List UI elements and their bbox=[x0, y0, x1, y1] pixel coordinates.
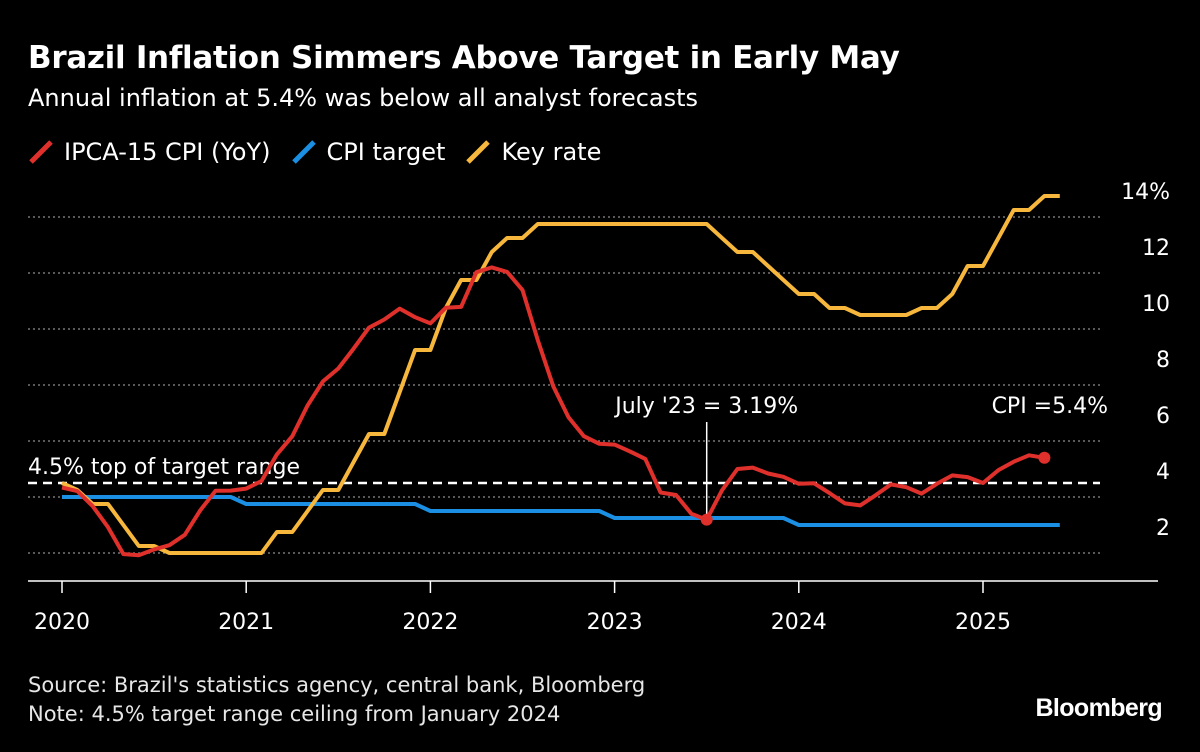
annotation-july-23: July '23 = 3.19% bbox=[613, 394, 798, 419]
key-rate-line bbox=[61, 194, 1060, 555]
legend-item-target: CPI target bbox=[291, 138, 446, 166]
y-tick-label: 2 bbox=[1156, 516, 1170, 541]
legend-label-cpi: IPCA-15 CPI (YoY) bbox=[64, 138, 271, 166]
y-tick-label: 6 bbox=[1156, 404, 1170, 429]
legend-item-cpi: IPCA-15 CPI (YoY) bbox=[28, 138, 271, 166]
cpi-low-point bbox=[700, 513, 713, 526]
y-tick-label: 8 bbox=[1156, 348, 1170, 373]
cpi-target-line bbox=[62, 495, 1060, 527]
y-tick-label: 14% bbox=[1121, 180, 1170, 205]
chart-subtitle: Annual inflation at 5.4% was below all a… bbox=[28, 84, 699, 112]
chart-title: Brazil Inflation Simmers Above Target in… bbox=[28, 40, 900, 76]
legend-swatch-cpi bbox=[29, 140, 53, 164]
y-tick-label: 10 bbox=[1142, 292, 1170, 317]
target-ceiling-label: 4.5% top of target range bbox=[28, 455, 300, 480]
x-tick-label: 2020 bbox=[34, 610, 90, 635]
bloomberg-logo: Bloomberg bbox=[1035, 694, 1162, 722]
legend-label-target: CPI target bbox=[326, 138, 446, 166]
cpi-line bbox=[61, 265, 1045, 558]
cpi-latest-point bbox=[1038, 451, 1051, 464]
annotation-latest-cpi: CPI =5.4% bbox=[992, 394, 1108, 419]
legend-label-keyrate: Key rate bbox=[501, 138, 602, 166]
x-tick-label: 2021 bbox=[218, 610, 274, 635]
y-tick-label: 12 bbox=[1142, 236, 1170, 261]
x-tick-label: 2025 bbox=[955, 610, 1011, 635]
legend-swatch-keyrate bbox=[466, 140, 491, 164]
footnote: Note: 4.5% target range ceiling from Jan… bbox=[28, 702, 561, 726]
x-tick-label: 2023 bbox=[587, 610, 643, 635]
source-note: Source: Brazil's statistics agency, cent… bbox=[28, 673, 646, 697]
legend-item-keyrate: Key rate bbox=[465, 138, 601, 166]
legend-swatch-target bbox=[291, 140, 316, 164]
x-tick-label: 2022 bbox=[402, 610, 458, 635]
y-tick-label: 4 bbox=[1156, 460, 1170, 485]
x-tick-label: 2024 bbox=[771, 610, 827, 635]
legend: IPCA-15 CPI (YoY) CPI target Key rate bbox=[28, 138, 601, 166]
